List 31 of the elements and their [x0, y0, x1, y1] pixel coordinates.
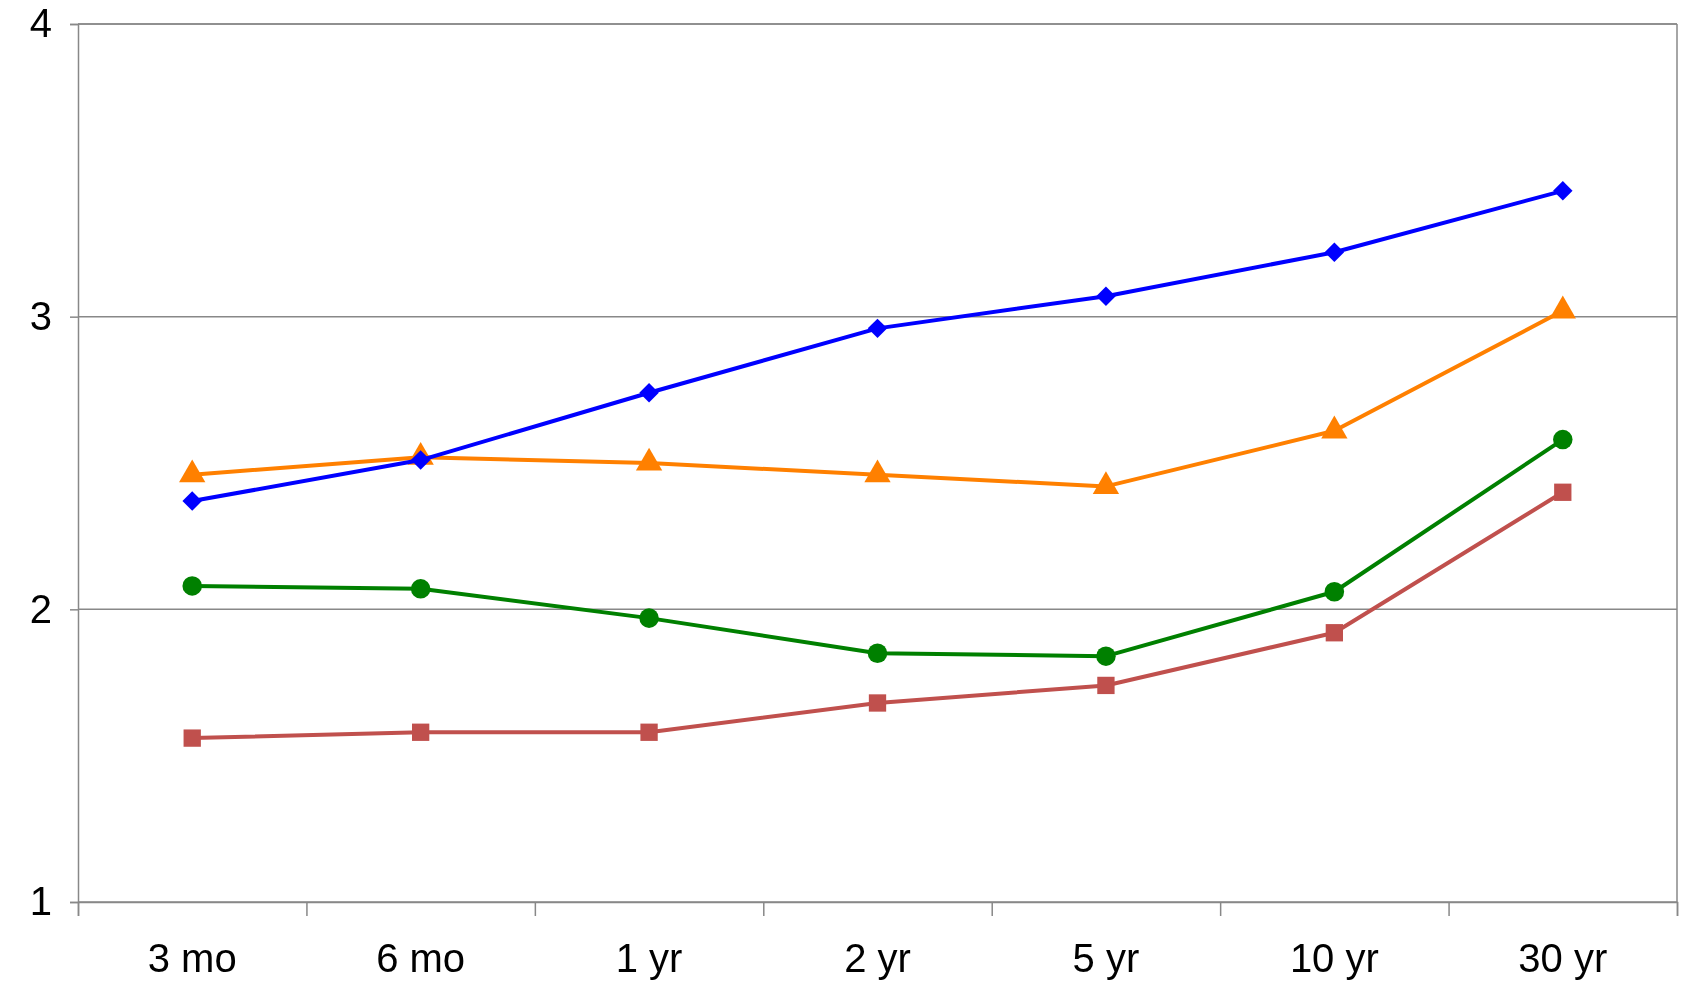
- x-tick-label: 6 mo: [376, 936, 466, 980]
- point: [1096, 286, 1116, 306]
- x-tick-label: 2 yr: [844, 936, 911, 980]
- x-tick-label: 1 yr: [615, 936, 683, 980]
- point: [1325, 624, 1344, 642]
- y-tick-label: 3: [29, 293, 52, 338]
- point: [868, 694, 887, 712]
- point: [1553, 429, 1573, 450]
- point: [1097, 676, 1115, 695]
- point: [1096, 646, 1116, 666]
- point: [411, 723, 430, 741]
- point: [183, 729, 201, 747]
- point: [867, 318, 888, 339]
- x-tick-label: 5 yr: [1072, 936, 1140, 980]
- point: [182, 576, 202, 596]
- point: [640, 723, 658, 741]
- y-tick-label: 1: [29, 879, 52, 924]
- point: [410, 579, 431, 599]
- point: [1324, 242, 1345, 263]
- x-tick-label: 30 yr: [1518, 936, 1608, 980]
- point: [639, 608, 659, 628]
- point: [1324, 582, 1345, 602]
- x-tick-label: 10 yr: [1289, 936, 1379, 980]
- point: [639, 383, 659, 403]
- point: [1553, 181, 1573, 201]
- y-tick-label: 2: [29, 586, 52, 631]
- y-tick-label: 4: [29, 1, 52, 46]
- x-tick-label: 3 mo: [147, 936, 237, 980]
- point: [182, 491, 202, 511]
- point: [867, 643, 888, 663]
- point: [1554, 483, 1572, 501]
